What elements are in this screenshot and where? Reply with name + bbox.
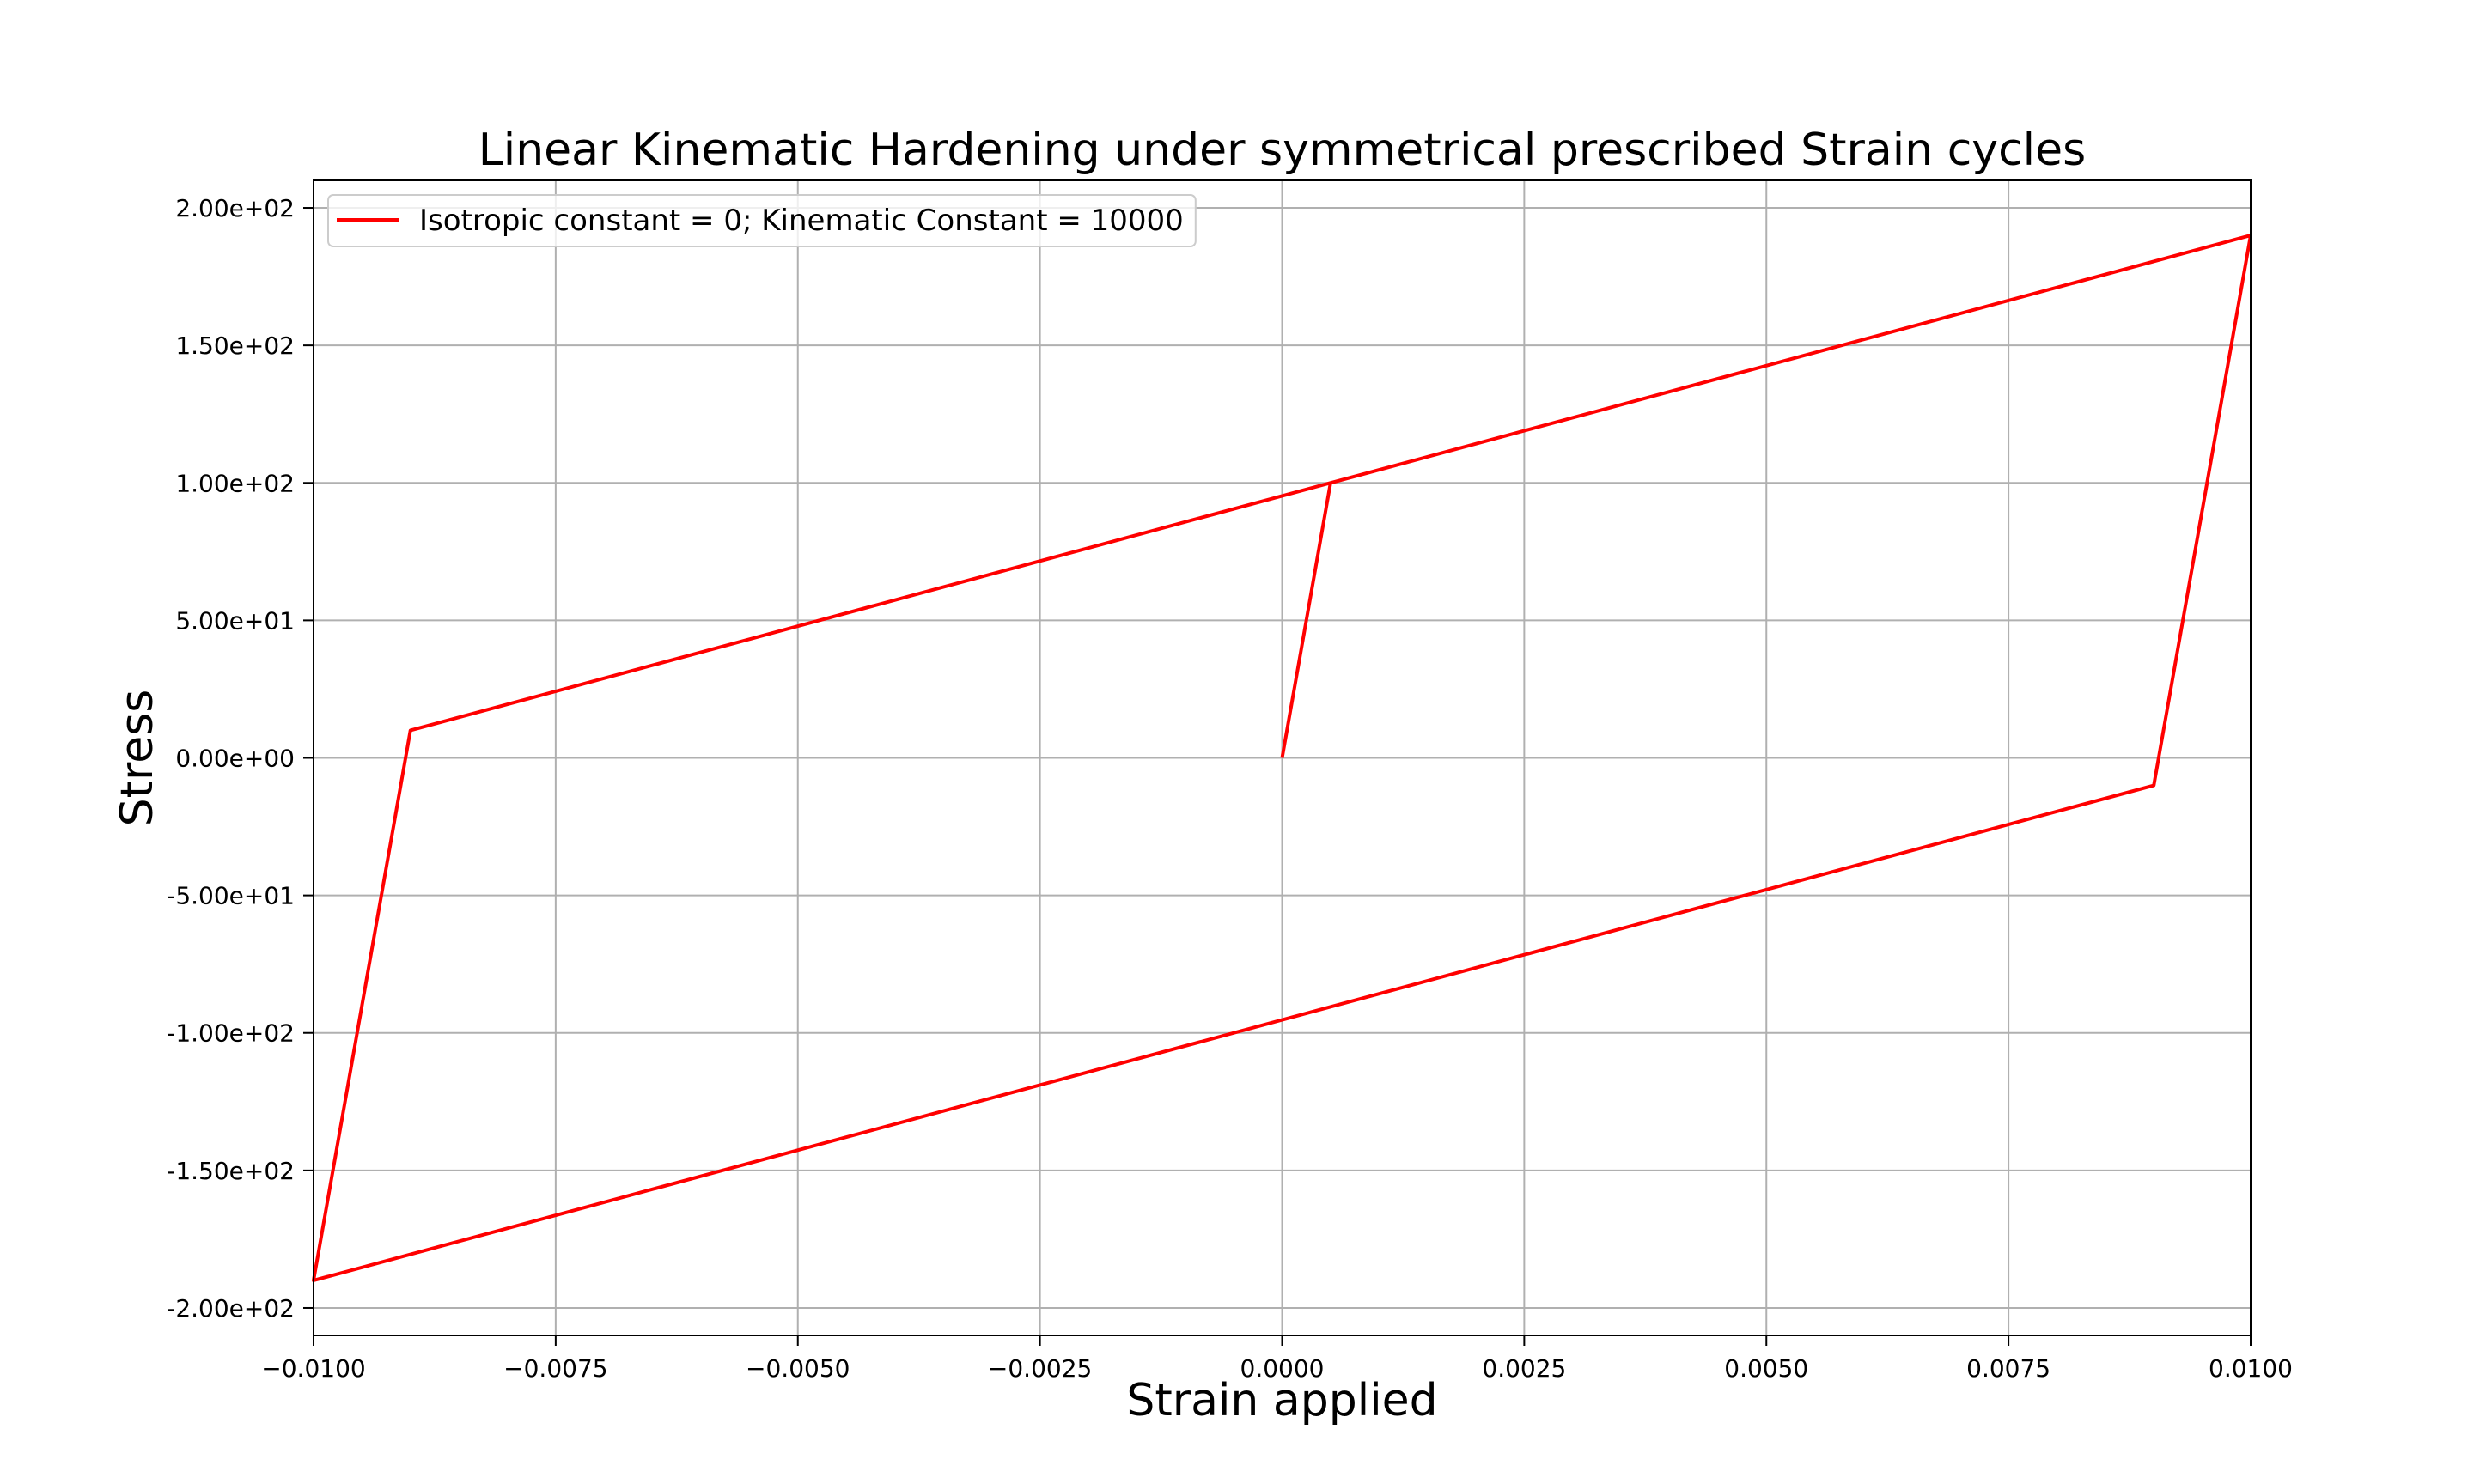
- y-tick-label: -1.00e+02: [167, 1019, 295, 1048]
- y-tick-label: 0.00e+00: [175, 745, 295, 773]
- y-tick-label: 1.50e+02: [175, 331, 295, 360]
- x-tick-label: 0.0100: [2209, 1354, 2293, 1383]
- y-tick-label: 1.00e+02: [175, 469, 295, 497]
- y-tick-label: -5.00e+01: [167, 882, 295, 910]
- legend: Isotropic constant = 0; Kinematic Consta…: [327, 194, 1197, 247]
- x-tick-label: −0.0075: [503, 1354, 607, 1383]
- chart-title: Linear Kinematic Hardening under symmetr…: [478, 125, 2086, 176]
- y-tick-label: 2.00e+02: [175, 194, 295, 222]
- x-tick-label: 0.0025: [1482, 1354, 1566, 1383]
- x-tick-label: −0.0050: [746, 1354, 850, 1383]
- y-axis-label: Stress: [112, 690, 163, 827]
- x-axis-label: Strain applied: [1126, 1375, 1437, 1426]
- x-tick-label: 0.0000: [1240, 1354, 1325, 1383]
- ticks: −0.0100 −0.0075 −0.0050 −0.0025 0.0000 0.0025…: [167, 194, 2293, 1383]
- legend-box: [327, 194, 1197, 247]
- y-tick-label: 5.00e+01: [175, 606, 295, 635]
- y-tick-label: -2.00e+02: [167, 1294, 295, 1323]
- x-tick-label: −0.0100: [261, 1354, 365, 1383]
- x-tick-label: 0.0050: [1724, 1354, 1808, 1383]
- y-tick-label: -1.50e+02: [167, 1157, 295, 1185]
- x-tick-label: 0.0075: [1966, 1354, 2050, 1383]
- x-tick-label: −0.0025: [988, 1354, 1092, 1383]
- legend-label: Isotropic constant = 0; Kinematic Consta…: [419, 204, 1184, 238]
